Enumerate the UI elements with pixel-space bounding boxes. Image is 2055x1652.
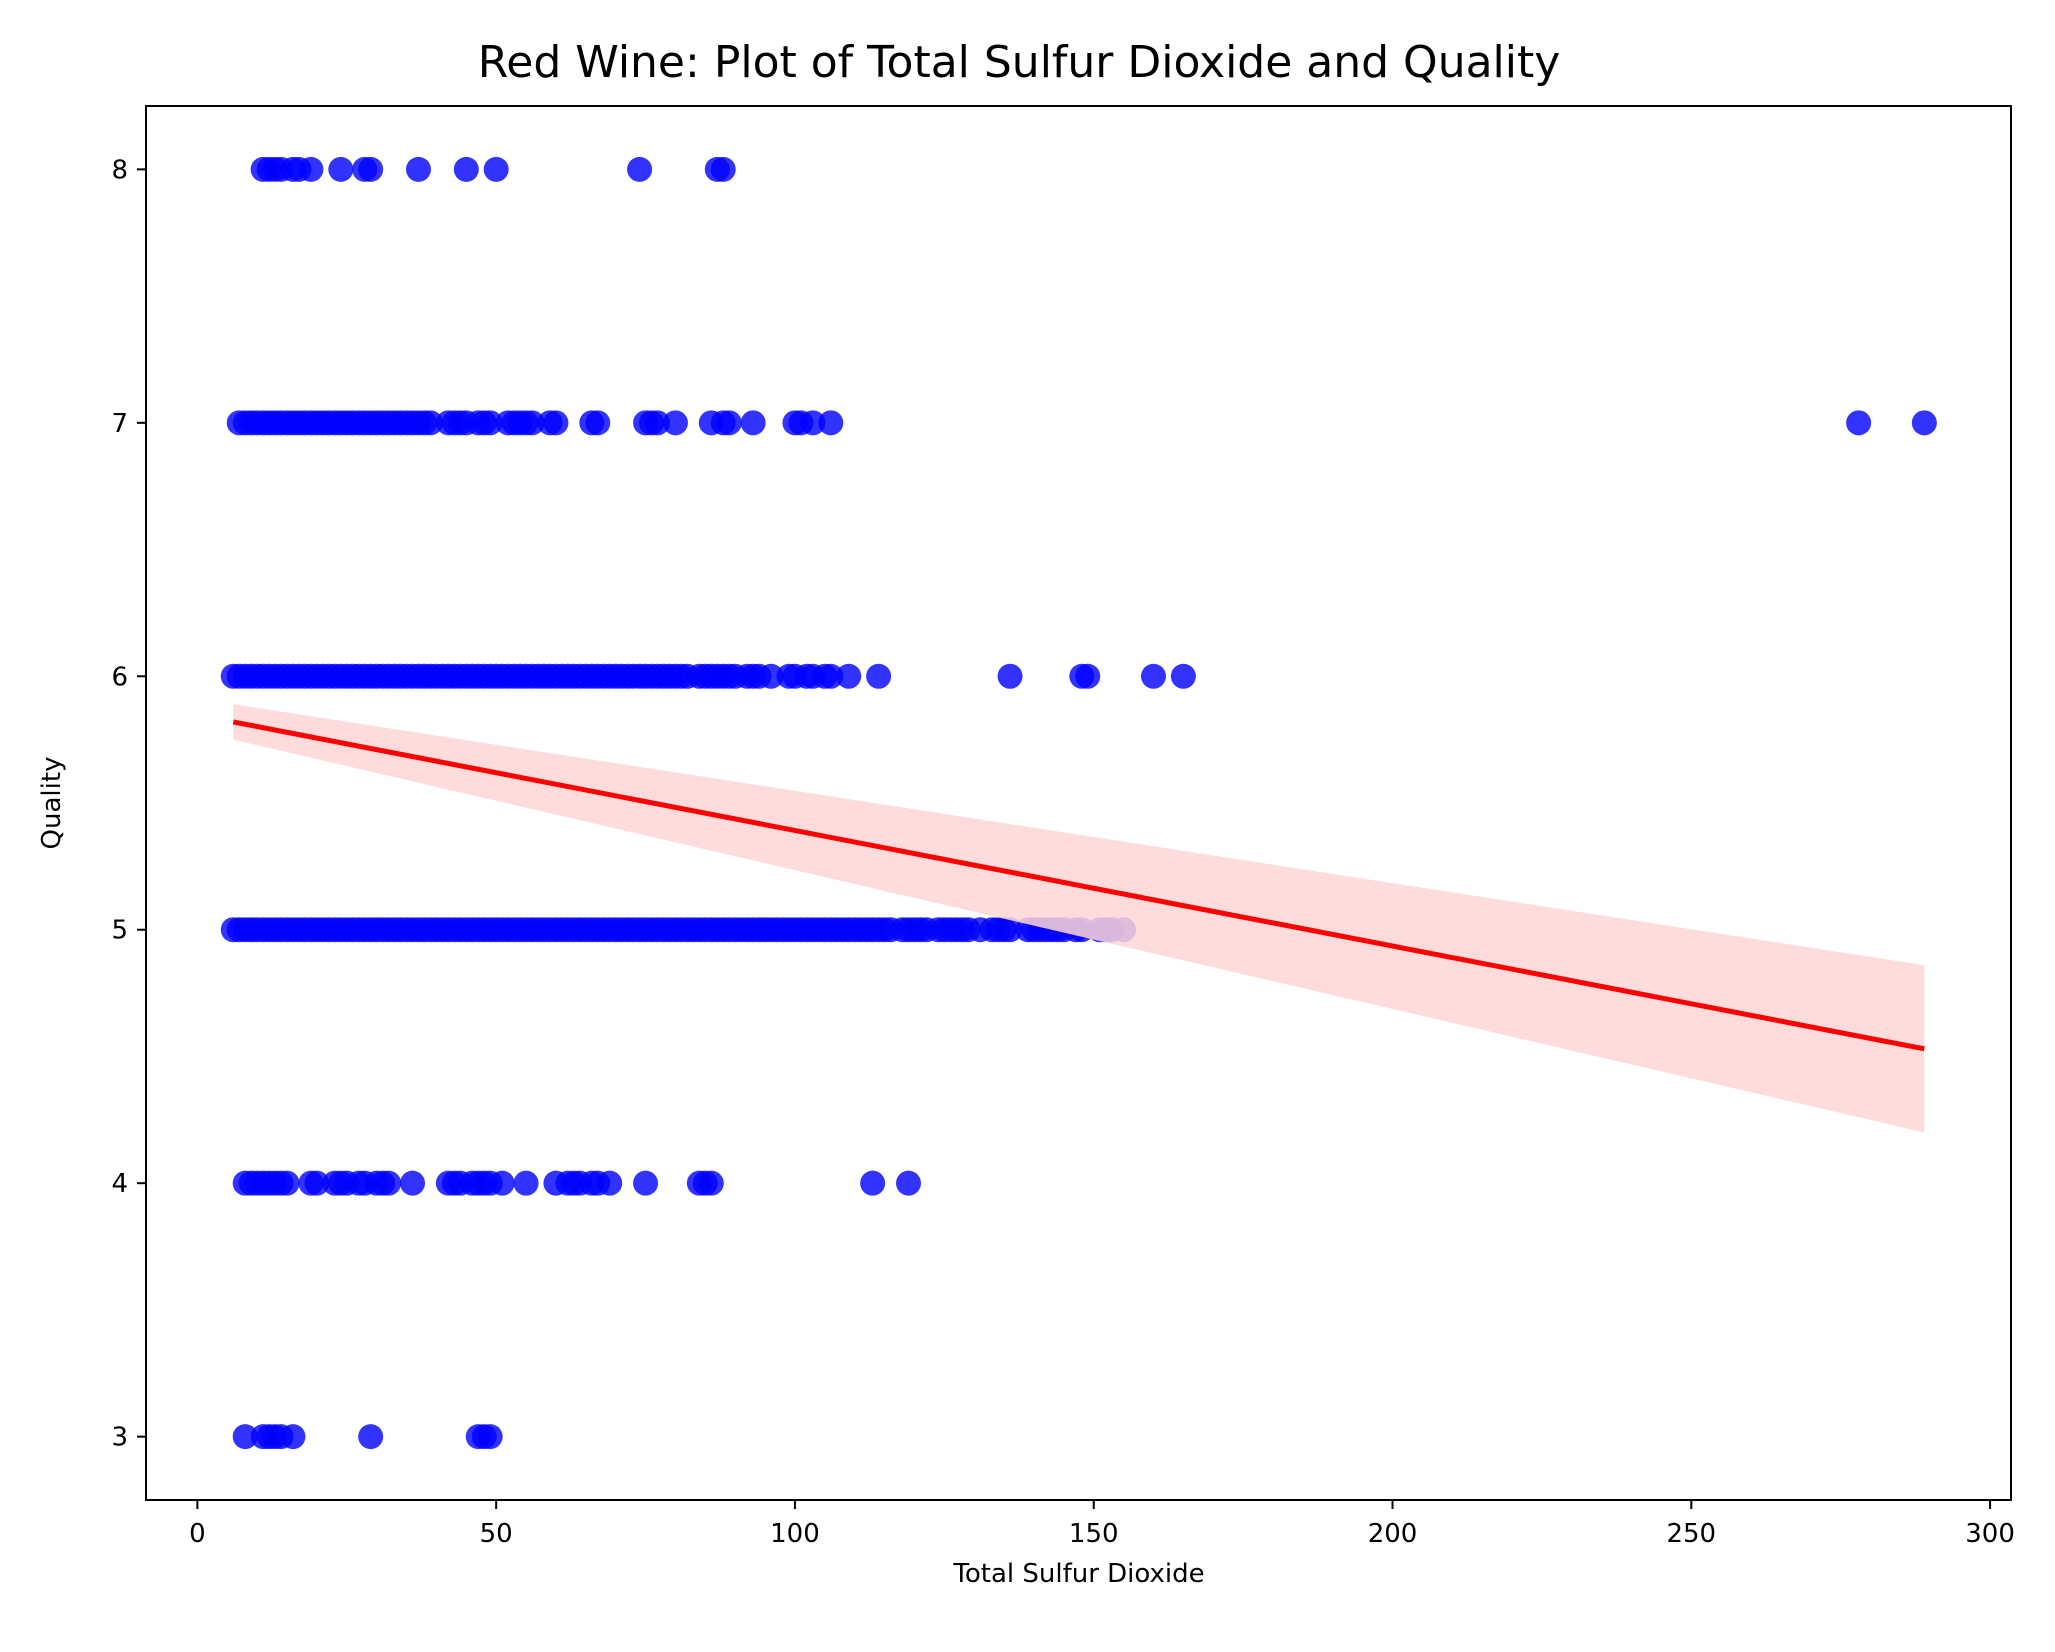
x-tick-label: 300 (1965, 1519, 2015, 1549)
y-tick-label: 7 (111, 409, 128, 439)
data-point (543, 410, 569, 436)
data-point (405, 156, 431, 182)
x-tick-label: 200 (1368, 1519, 1418, 1549)
data-point (274, 1170, 300, 1196)
data-point (358, 1424, 384, 1450)
x-axis-label: Total Sulfur Dioxide (952, 1559, 1204, 1589)
x-tick-label: 150 (1069, 1519, 1119, 1549)
data-point (1846, 410, 1872, 436)
data-point (740, 410, 766, 436)
data-point (997, 663, 1023, 689)
chart-title: Red Wine: Plot of Total Sulfur Dioxide a… (478, 37, 1561, 88)
data-point (519, 410, 545, 436)
data-point (489, 1170, 515, 1196)
y-tick-label: 4 (111, 1169, 128, 1199)
data-point (358, 156, 384, 182)
data-point (417, 410, 443, 436)
data-point (895, 1170, 921, 1196)
data-point (758, 663, 784, 689)
data-point (997, 917, 1023, 943)
x-tick-label: 250 (1666, 1519, 1716, 1549)
data-point (513, 1170, 539, 1196)
data-point (800, 410, 826, 436)
data-point (1170, 663, 1196, 689)
data-point (645, 410, 671, 436)
data-point (376, 1170, 402, 1196)
data-point (818, 410, 844, 436)
data-point (710, 156, 736, 182)
regression-line (232, 719, 1925, 1052)
y-tick-label: 5 (111, 916, 128, 946)
data-point (477, 1424, 503, 1450)
data-point (1911, 410, 1937, 436)
x-tick-label: 0 (189, 1519, 206, 1549)
data-point (304, 1170, 330, 1196)
data-point (698, 1170, 724, 1196)
data-point (400, 1170, 426, 1196)
y-tick-label: 6 (111, 662, 128, 692)
x-tick-label: 50 (480, 1519, 513, 1549)
confidence-band (233, 704, 1925, 1133)
data-point (232, 1424, 258, 1450)
data-point (866, 663, 892, 689)
plot-frame (145, 105, 2012, 1501)
data-point (633, 1170, 659, 1196)
plot-area (220, 156, 1937, 1450)
data-point (662, 410, 688, 436)
data-point (1140, 663, 1166, 689)
y-axis-ticks: 3 4 5 6 7 8 (111, 155, 146, 1453)
data-point (483, 156, 509, 182)
data-point (1075, 663, 1101, 689)
data-point (836, 663, 862, 689)
y-tick-label: 8 (111, 155, 128, 185)
y-tick-label: 3 (111, 1423, 128, 1453)
data-point (716, 410, 742, 436)
y-axis-label: Quality (37, 757, 67, 850)
x-axis-ticks: 0 50 100 150 200 250 300 (189, 1500, 2015, 1549)
data-point (627, 156, 653, 182)
data-point (860, 1170, 886, 1196)
x-tick-label: 100 (770, 1519, 820, 1549)
data-point (477, 410, 503, 436)
data-point (298, 156, 324, 182)
data-point (597, 1170, 623, 1196)
data-point (328, 156, 354, 182)
data-point (818, 663, 844, 689)
data-point (453, 156, 479, 182)
data-point (280, 1424, 306, 1450)
data-point (585, 410, 611, 436)
